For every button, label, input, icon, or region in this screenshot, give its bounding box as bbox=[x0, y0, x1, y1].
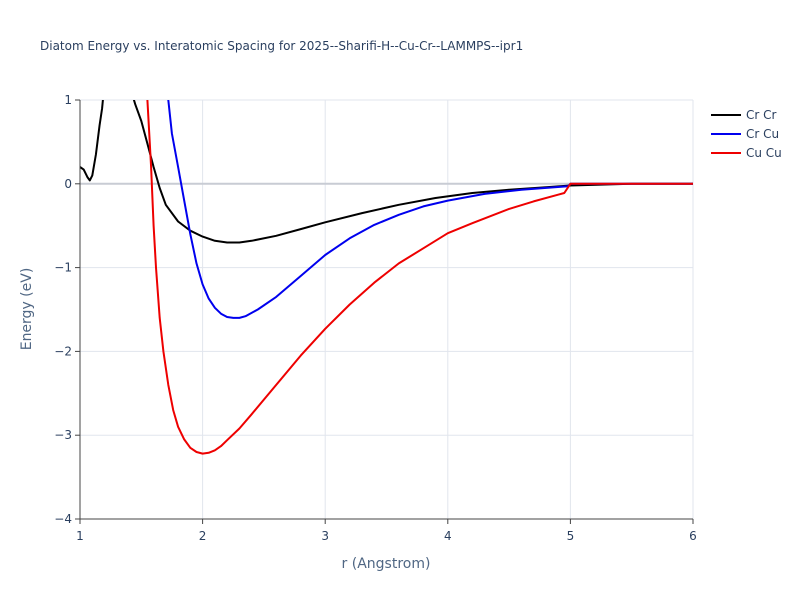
legend-label: Cr Cu bbox=[746, 127, 779, 141]
legend-item-cu-cu[interactable]: Cu Cu bbox=[711, 146, 782, 160]
x-axis-title: r (Angstrom) bbox=[342, 556, 431, 572]
x-axis-ticks: 1 2 3 4 5 6 bbox=[76, 518, 697, 543]
y-tick-label: −1 bbox=[54, 261, 72, 275]
y-tick-label: 1 bbox=[64, 93, 72, 107]
legend-label: Cr Cr bbox=[746, 108, 777, 122]
grid bbox=[80, 99, 694, 520]
x-tick-label: 3 bbox=[321, 529, 329, 543]
y-tick-label: −2 bbox=[54, 344, 72, 358]
y-axis-ticks: 1 0 −1 −2 −3 −4 bbox=[54, 93, 81, 526]
y-tick-label: 0 bbox=[64, 177, 72, 191]
legend-label: Cu Cu bbox=[746, 146, 782, 160]
legend-item-cr-cr[interactable]: Cr Cr bbox=[711, 108, 777, 122]
y-tick-label: −4 bbox=[54, 512, 72, 526]
x-tick-label: 4 bbox=[444, 529, 452, 543]
series-line-cr-cu bbox=[167, 100, 693, 319]
x-tick-label: 5 bbox=[567, 529, 575, 543]
y-axis-title: Energy (eV) bbox=[19, 268, 35, 351]
series-line-cr-cr bbox=[80, 100, 693, 244]
x-tick-label: 1 bbox=[76, 529, 84, 543]
x-tick-label: 2 bbox=[199, 529, 207, 543]
plot-area bbox=[80, 100, 693, 455]
series-line-cu-cu bbox=[146, 100, 693, 455]
legend-item-cr-cu[interactable]: Cr Cu bbox=[711, 127, 779, 141]
legend[interactable]: Cr Cr Cr Cu Cu Cu bbox=[711, 108, 782, 160]
y-tick-label: −3 bbox=[54, 428, 72, 442]
chart-title: Diatom Energy vs. Interatomic Spacing fo… bbox=[40, 39, 523, 53]
x-tick-label: 6 bbox=[689, 529, 697, 543]
